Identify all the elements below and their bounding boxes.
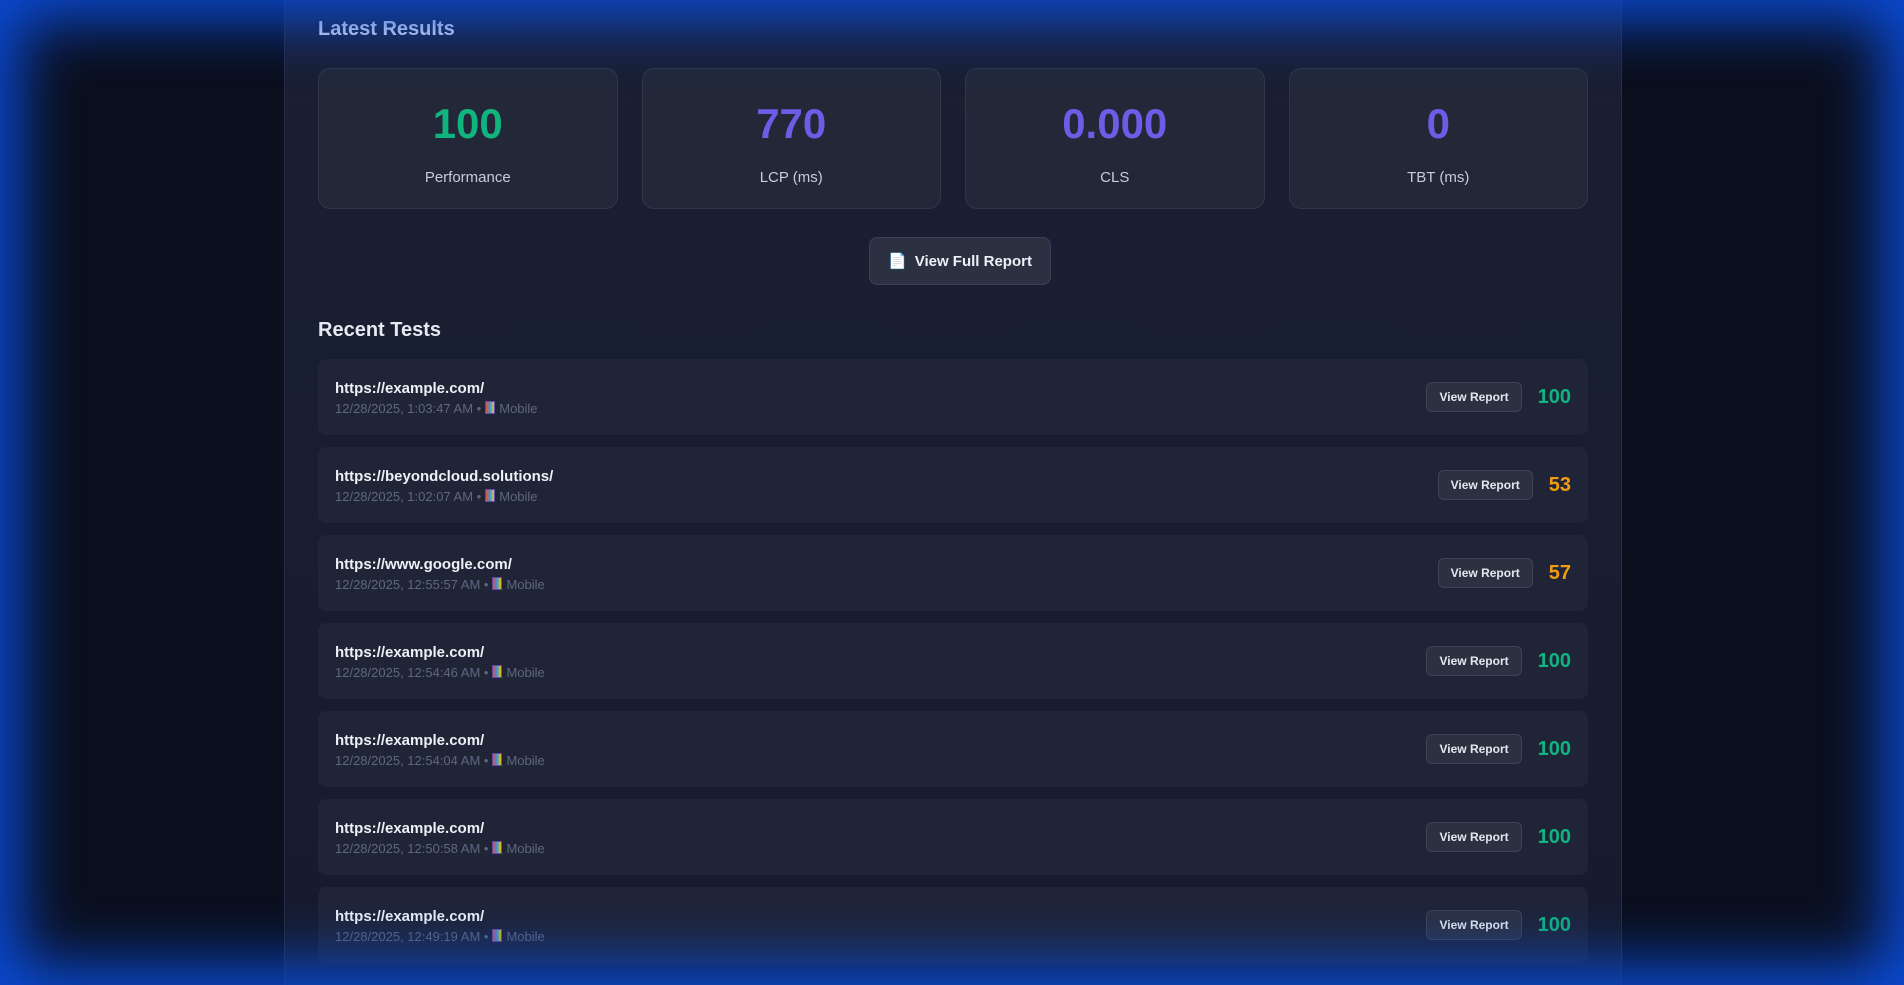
- test-url: https://example.com/: [335, 908, 485, 925]
- test-meta: 12/28/2025, 1:02:07 AM • Mobile: [335, 489, 538, 504]
- recent-tests-title: Recent Tests: [318, 319, 442, 341]
- view-report-button[interactable]: View Report: [1426, 822, 1522, 852]
- test-url: https://example.com/: [335, 820, 485, 837]
- list-item: https://beyondcloud.solutions/ 12/28/202…: [318, 447, 1588, 523]
- main-panel: Latest Results 100 Performance 770 LCP (…: [284, 0, 1622, 985]
- view-report-button[interactable]: View Report: [1437, 558, 1533, 588]
- test-url: https://www.google.com/: [335, 556, 512, 573]
- metric-card: 0.000 CLS: [965, 68, 1265, 209]
- view-report-button[interactable]: View Report: [1426, 382, 1522, 412]
- list-item: https://example.com/ 12/28/2025, 12:50:5…: [318, 799, 1588, 875]
- mobile-phone-icon: [492, 753, 503, 766]
- metric-value: 0.000: [1062, 100, 1168, 147]
- metric-value: 770: [756, 100, 827, 147]
- score: 100: [1537, 825, 1571, 848]
- view-full-report-button[interactable]: 📄 View Full Report: [869, 237, 1051, 285]
- metric-label: TBT (ms): [1407, 169, 1470, 186]
- metric-label: LCP (ms): [759, 169, 823, 186]
- test-meta: 12/28/2025, 12:49:19 AM • Mobile: [335, 929, 545, 944]
- score: 100: [1537, 649, 1571, 672]
- view-report-button[interactable]: View Report: [1426, 646, 1522, 676]
- list-item: https://example.com/ 12/28/2025, 1:03:47…: [318, 359, 1588, 435]
- mobile-phone-icon: [492, 841, 503, 854]
- metric-card: 0 TBT (ms): [1288, 68, 1588, 209]
- metric-value: 100: [432, 100, 503, 147]
- document-icon: 📄: [888, 253, 907, 270]
- score: 53: [1548, 473, 1571, 496]
- metric-label: Performance: [424, 169, 511, 186]
- test-url: https://beyondcloud.solutions/: [335, 468, 554, 485]
- mobile-phone-icon: [492, 577, 503, 590]
- test-url: https://example.com/: [335, 732, 485, 749]
- mobile-phone-icon: [492, 929, 503, 942]
- list-item: https://example.com/ 12/28/2025, 12:54:4…: [318, 623, 1588, 699]
- test-meta: 12/28/2025, 12:55:57 AM • Mobile: [335, 577, 545, 592]
- view-report-button[interactable]: View Report: [1426, 910, 1522, 940]
- mobile-phone-icon: [492, 665, 503, 678]
- metric-card: 100 Performance: [318, 68, 618, 209]
- score: 100: [1537, 913, 1571, 936]
- latest-results-title: Latest Results: [318, 18, 455, 40]
- metric-cards: 100 Performance 770 LCP (ms) 0.000 CLS 0…: [318, 68, 1588, 209]
- view-report-button[interactable]: View Report: [1437, 470, 1533, 500]
- metric-label: CLS: [1100, 169, 1130, 186]
- test-meta: 12/28/2025, 1:03:47 AM • Mobile: [335, 401, 538, 416]
- test-url: https://example.com/: [335, 380, 485, 397]
- score: 100: [1537, 385, 1571, 408]
- list-item: https://example.com/ 12/28/2025, 12:54:0…: [318, 711, 1588, 787]
- test-meta: 12/28/2025, 12:54:46 AM • Mobile: [335, 665, 545, 680]
- metric-card: 770 LCP (ms): [641, 68, 941, 209]
- view-report-button[interactable]: View Report: [1426, 734, 1522, 764]
- metric-value: 0: [1426, 100, 1450, 147]
- recent-tests-list: https://example.com/ 12/28/2025, 1:03:47…: [318, 359, 1588, 975]
- test-meta: 12/28/2025, 12:54:04 AM • Mobile: [335, 753, 545, 768]
- score: 100: [1537, 737, 1571, 760]
- list-item: https://www.google.com/ 12/28/2025, 12:5…: [318, 535, 1588, 611]
- test-url: https://example.com/: [335, 644, 485, 661]
- score: 57: [1548, 561, 1571, 584]
- test-meta: 12/28/2025, 12:50:58 AM • Mobile: [335, 841, 545, 856]
- list-item: https://example.com/ 12/28/2025, 12:49:1…: [318, 887, 1588, 963]
- mobile-phone-icon: [485, 401, 496, 414]
- mobile-phone-icon: [485, 489, 496, 502]
